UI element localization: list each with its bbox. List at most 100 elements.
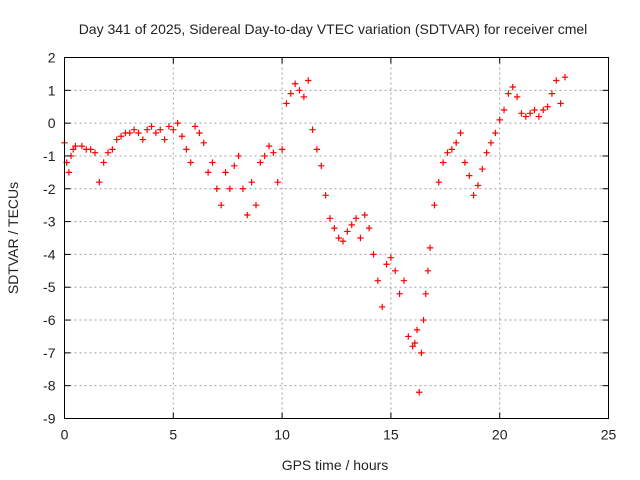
data-point bbox=[174, 119, 181, 127]
data-point bbox=[231, 162, 238, 169]
data-point bbox=[161, 136, 168, 143]
data-point bbox=[383, 261, 390, 268]
data-point bbox=[278, 146, 286, 153]
data-point bbox=[487, 139, 495, 147]
x-tick-label: 25 bbox=[601, 427, 617, 443]
data-point bbox=[548, 90, 556, 97]
data-point bbox=[248, 179, 255, 186]
data-point bbox=[265, 142, 273, 150]
data-point bbox=[143, 126, 151, 133]
data-point bbox=[100, 159, 107, 166]
data-point bbox=[109, 146, 116, 153]
y-tick-label: -3 bbox=[43, 214, 56, 230]
data-point bbox=[322, 192, 329, 199]
data-point bbox=[309, 126, 316, 133]
data-point bbox=[165, 123, 173, 130]
y-tick-label: -8 bbox=[43, 378, 56, 394]
grid-lines bbox=[64, 57, 609, 419]
data-point bbox=[252, 201, 260, 209]
data-point bbox=[496, 116, 503, 124]
data-point bbox=[313, 146, 321, 153]
data-point bbox=[104, 149, 112, 156]
data-point bbox=[420, 316, 427, 324]
data-point bbox=[126, 129, 133, 137]
data-point bbox=[244, 211, 251, 219]
data-point bbox=[400, 277, 408, 284]
data-point bbox=[439, 159, 447, 166]
data-point bbox=[387, 254, 395, 261]
data-point bbox=[300, 93, 308, 101]
data-point bbox=[239, 185, 247, 192]
data-point bbox=[409, 343, 416, 350]
data-point bbox=[352, 215, 360, 222]
y-tick-label: -1 bbox=[43, 148, 56, 164]
data-points bbox=[61, 73, 569, 396]
data-point bbox=[492, 129, 499, 137]
y-tick-label: -9 bbox=[43, 411, 56, 427]
data-point bbox=[91, 149, 99, 156]
x-tick-label: 20 bbox=[492, 427, 508, 443]
data-point bbox=[87, 146, 94, 153]
data-point bbox=[135, 129, 142, 137]
data-point bbox=[331, 224, 338, 232]
data-point bbox=[535, 113, 543, 120]
data-point bbox=[117, 133, 125, 140]
data-point bbox=[183, 146, 190, 153]
data-point bbox=[361, 211, 368, 219]
y-tick-label: -7 bbox=[43, 345, 56, 361]
data-point bbox=[261, 152, 268, 160]
data-point bbox=[344, 228, 351, 235]
data-point bbox=[70, 146, 77, 153]
data-point bbox=[452, 139, 460, 147]
data-point bbox=[72, 142, 79, 150]
y-tick-label: -5 bbox=[43, 279, 56, 295]
data-point bbox=[226, 185, 234, 192]
data-point bbox=[531, 106, 538, 114]
y-tick-label: -4 bbox=[43, 246, 56, 262]
data-point bbox=[422, 290, 429, 297]
data-point bbox=[479, 165, 486, 173]
data-point bbox=[217, 201, 225, 209]
data-point bbox=[139, 136, 147, 143]
data-point bbox=[540, 106, 547, 114]
data-point bbox=[187, 159, 194, 166]
data-point bbox=[448, 146, 456, 153]
data-point bbox=[466, 172, 473, 179]
data-point bbox=[257, 159, 264, 166]
data-point bbox=[204, 169, 212, 176]
data-point bbox=[296, 87, 303, 94]
data-point bbox=[526, 110, 534, 117]
data-point bbox=[483, 149, 490, 156]
data-point bbox=[374, 277, 382, 284]
data-point bbox=[405, 333, 412, 340]
data-point bbox=[435, 179, 442, 186]
data-point bbox=[170, 126, 177, 133]
data-point bbox=[191, 123, 199, 130]
plot-frame bbox=[64, 57, 609, 419]
data-point bbox=[287, 90, 295, 97]
y-axis-label: SDTVAR / TECUs bbox=[5, 182, 21, 294]
y-tick-label: 1 bbox=[48, 82, 56, 98]
data-point bbox=[411, 339, 419, 347]
data-point bbox=[148, 123, 155, 130]
data-point bbox=[415, 389, 423, 396]
data-point bbox=[113, 136, 120, 143]
data-point bbox=[561, 73, 569, 81]
data-point bbox=[200, 139, 207, 147]
data-point bbox=[283, 100, 290, 107]
data-point bbox=[424, 267, 432, 275]
data-point bbox=[196, 129, 203, 137]
data-point bbox=[557, 100, 564, 107]
data-point bbox=[339, 238, 347, 245]
data-point bbox=[392, 267, 399, 275]
x-tick-label: 0 bbox=[61, 427, 69, 443]
data-point bbox=[326, 215, 334, 222]
data-point bbox=[222, 169, 229, 176]
data-point bbox=[413, 326, 421, 334]
data-point bbox=[522, 113, 530, 120]
data-point bbox=[270, 149, 277, 156]
x-axis-label: GPS time / hours bbox=[282, 457, 389, 473]
y-tick-label: 0 bbox=[48, 115, 56, 131]
data-point bbox=[152, 129, 160, 137]
